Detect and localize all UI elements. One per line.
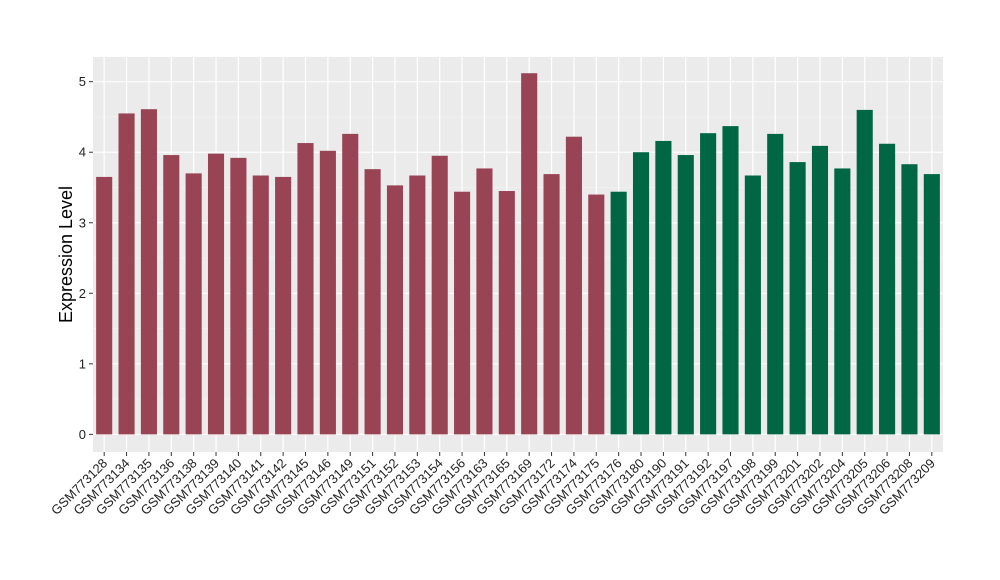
bar-GSM773134 <box>118 113 135 435</box>
bar-GSM773199 <box>767 133 784 435</box>
bars <box>96 73 940 435</box>
bar-GSM773135 <box>140 109 157 435</box>
bar-GSM773206 <box>879 143 896 435</box>
bar-GSM773175 <box>588 194 605 435</box>
bar-GSM773174 <box>565 136 582 435</box>
y-tick-label: 4 <box>79 145 86 160</box>
bar-GSM773140 <box>230 157 247 435</box>
bar-GSM773142 <box>275 176 292 435</box>
bar-GSM773202 <box>811 145 829 435</box>
bar-GSM773176 <box>610 191 627 435</box>
bar-GSM773149 <box>342 133 359 435</box>
bar-GSM773172 <box>543 174 560 435</box>
y-axis: 0 1 2 3 4 5 <box>79 74 93 442</box>
bar-GSM773141 <box>252 175 269 435</box>
y-axis-label: Expression Level <box>56 186 76 323</box>
bar-GSM773154 <box>431 155 448 435</box>
bar-GSM773146 <box>319 150 336 435</box>
bar-GSM773180 <box>632 152 650 435</box>
bar-GSM773205 <box>856 109 873 435</box>
bar-GSM773139 <box>207 153 225 435</box>
bar-GSM773152 <box>386 185 404 435</box>
bar-GSM773156 <box>454 191 471 435</box>
bar-GSM773151 <box>364 169 381 435</box>
bar-GSM773165 <box>498 191 515 435</box>
bar-GSM773201 <box>789 162 806 435</box>
bar-GSM773197 <box>722 126 739 435</box>
bar-GSM773198 <box>744 175 761 435</box>
y-tick-label: 5 <box>79 74 86 89</box>
bar-GSM773153 <box>409 175 426 435</box>
y-tick-label: 3 <box>79 215 86 230</box>
bar-GSM773138 <box>185 173 202 435</box>
x-axis: GSM773128GSM773134GSM773135GSM773136GSM7… <box>48 452 938 518</box>
bar-GSM773128 <box>96 176 113 435</box>
bar-GSM773136 <box>163 155 180 435</box>
bar-GSM773145 <box>297 143 314 435</box>
y-tick-label: 0 <box>79 427 86 442</box>
bar-GSM773163 <box>476 168 493 435</box>
bar-GSM773190 <box>655 140 672 435</box>
bar-GSM773204 <box>834 168 851 435</box>
y-tick-label: 1 <box>79 356 86 371</box>
bar-GSM773191 <box>677 155 694 435</box>
y-tick-label: 2 <box>79 286 86 301</box>
bar-GSM773192 <box>700 133 717 435</box>
bar-GSM773169 <box>521 73 538 435</box>
bar-GSM773209 <box>923 174 940 435</box>
bar-GSM773208 <box>901 164 918 435</box>
